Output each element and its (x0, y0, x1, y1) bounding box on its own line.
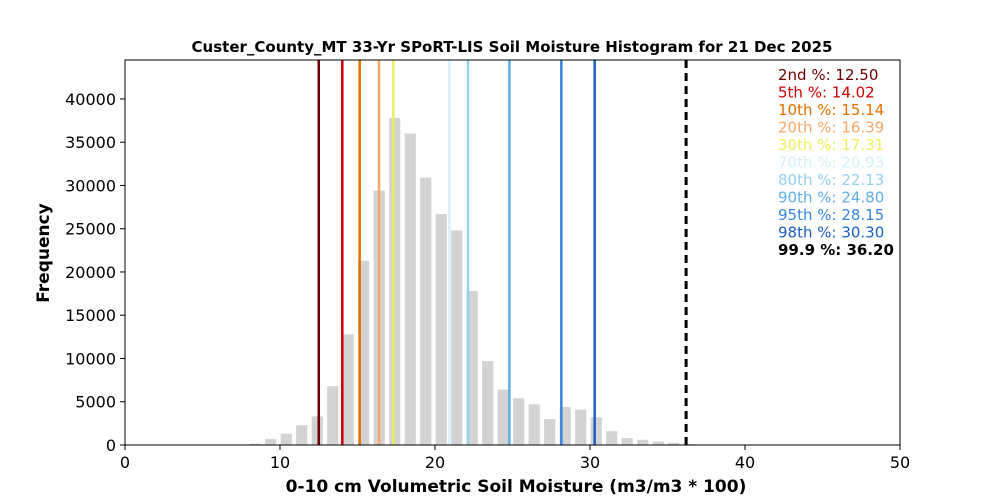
histogram-bar (342, 334, 354, 445)
histogram-bar (249, 443, 261, 445)
histogram-bar (528, 404, 540, 445)
histogram-bar (280, 433, 292, 445)
percentile-annotation: 80th %: 22.13 (778, 171, 884, 189)
histogram-bar (466, 291, 478, 445)
y-axis-ticks: 0 5000 10000 15000 20000 25000 30000 35000 40000 (65, 90, 125, 455)
percentile-annotation: 30th %: 17.31 (778, 136, 884, 154)
y-tick-label: 40000 (65, 90, 116, 109)
histogram-bar (311, 416, 323, 445)
histogram-bar (497, 389, 509, 445)
percentile-annotation: 95th %: 28.15 (778, 206, 884, 224)
histogram-bar (389, 117, 401, 445)
y-tick-label: 5000 (75, 393, 116, 412)
histogram-bar (606, 431, 618, 445)
histogram-bar (296, 425, 308, 445)
histogram-bar (327, 386, 339, 445)
histogram-bar (451, 230, 463, 445)
y-tick-label: 15000 (65, 306, 116, 325)
histogram-bar (482, 361, 494, 445)
percentile-annotation: 10th %: 15.14 (778, 101, 884, 119)
y-tick-label: 0 (106, 436, 116, 455)
chart-title: Custer_County_MT 33-Yr SPoRT-LIS Soil Mo… (192, 38, 833, 56)
percentile-annotation: 90th %: 24.80 (778, 189, 884, 207)
y-tick-label: 30000 (65, 176, 116, 195)
y-tick-label: 35000 (65, 133, 116, 152)
histogram-bar (559, 406, 571, 445)
x-tick-label: 10 (270, 453, 290, 472)
percentile-annotation: 5th %: 14.02 (778, 84, 875, 102)
x-axis-ticks: 0 10 20 30 40 50 (120, 445, 910, 472)
histogram-bar (637, 439, 649, 445)
x-tick-label: 50 (890, 453, 910, 472)
y-tick-label: 10000 (65, 349, 116, 368)
histogram-bar (420, 177, 432, 445)
histogram-bar (652, 441, 664, 445)
y-axis-label: Frequency (34, 203, 54, 303)
histogram-bar (668, 442, 680, 445)
histogram-bar (544, 419, 556, 445)
y-tick-label: 20000 (65, 263, 116, 282)
percentile-annotation: 98th %: 30.30 (778, 224, 884, 242)
histogram-bar (621, 438, 633, 445)
plot-area-frame (124, 59, 901, 446)
x-tick-label: 30 (580, 453, 600, 472)
x-tick-label: 20 (425, 453, 445, 472)
histogram-bar (435, 214, 447, 445)
percentile-annotation: 70th %: 20.93 (778, 154, 884, 172)
percentile-annotation: 20th %: 16.39 (778, 119, 884, 137)
histogram-bar (590, 417, 602, 445)
percentile-annotation: 99.9 %: 36.20 (778, 241, 894, 259)
percentile-annotation: 2nd %: 12.50 (778, 66, 878, 84)
histogram-bar (683, 443, 695, 445)
x-tick-label: 0 (120, 453, 130, 472)
x-axis-label: 0-10 cm Volumetric Soil Moisture (m3/m3 … (286, 477, 747, 497)
histogram-bar (513, 398, 525, 445)
histogram-bar (404, 133, 416, 446)
y-tick-label: 25000 (65, 220, 116, 239)
histogram-bar (358, 260, 370, 445)
histogram-bar (575, 409, 587, 445)
x-tick-label: 40 (735, 453, 755, 472)
histogram-bar (265, 438, 277, 445)
percentile-lines-layer (317, 60, 688, 445)
